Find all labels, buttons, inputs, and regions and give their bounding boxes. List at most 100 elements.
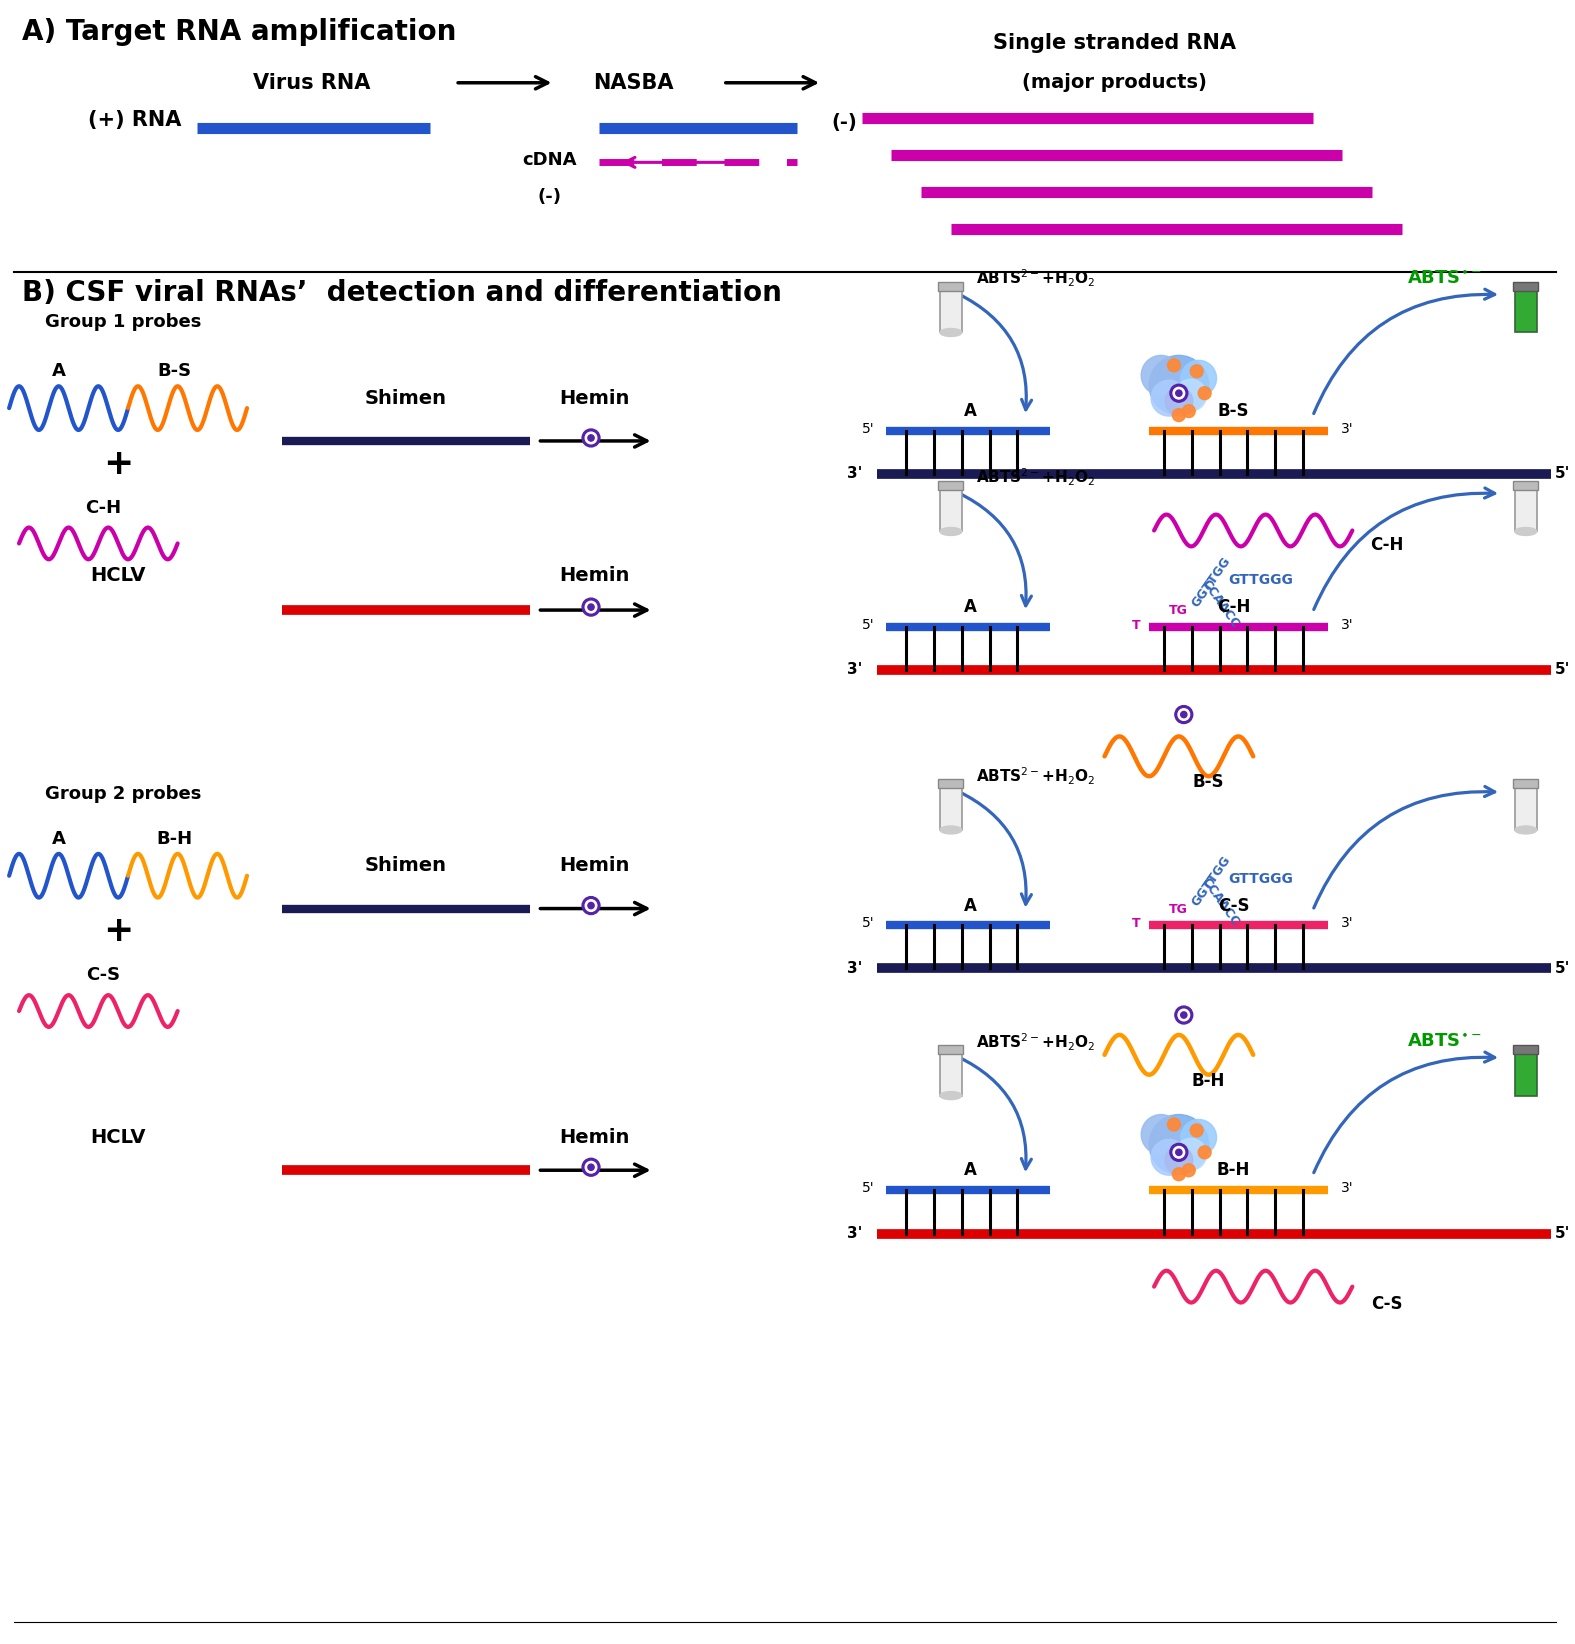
Text: GTTGGG: GTTGGG: [1228, 871, 1293, 886]
Bar: [1514, 779, 1539, 787]
Text: GTTGGG: GTTGGG: [1228, 574, 1293, 587]
Circle shape: [1166, 388, 1192, 414]
Text: B-S: B-S: [1217, 403, 1249, 421]
Text: A: A: [964, 403, 976, 421]
Circle shape: [1170, 1143, 1188, 1161]
Circle shape: [583, 896, 600, 914]
Circle shape: [1191, 365, 1203, 378]
Text: A: A: [964, 598, 976, 616]
Circle shape: [1151, 380, 1188, 416]
Circle shape: [1150, 355, 1208, 414]
Circle shape: [1175, 380, 1206, 411]
Text: ABTS$^{\bullet-}$: ABTS$^{\bullet-}$: [1406, 1032, 1482, 1051]
Text: ABTS$^{2-}$+H$_2$O$_2$: ABTS$^{2-}$+H$_2$O$_2$: [975, 467, 1095, 488]
Text: B) CSF viral RNAs’  detection and differentiation: B) CSF viral RNAs’ detection and differe…: [22, 279, 781, 307]
Circle shape: [587, 1164, 594, 1171]
Text: 3': 3': [1340, 618, 1353, 631]
Bar: [940, 284, 962, 332]
Text: A: A: [52, 362, 66, 380]
Circle shape: [1175, 1138, 1206, 1171]
Text: ABTS$^{2-}$+H$_2$O$_2$: ABTS$^{2-}$+H$_2$O$_2$: [975, 1031, 1095, 1052]
Text: NASBA: NASBA: [594, 72, 674, 92]
Circle shape: [586, 899, 597, 911]
Circle shape: [1175, 1006, 1192, 1024]
Text: 5': 5': [1555, 663, 1570, 677]
Text: (-): (-): [832, 113, 857, 132]
Text: 3': 3': [847, 960, 863, 977]
Circle shape: [583, 429, 600, 447]
Bar: [940, 1047, 962, 1095]
Text: ABTS$^{\bullet-}$: ABTS$^{\bullet-}$: [1406, 270, 1482, 288]
Circle shape: [587, 903, 594, 909]
Text: Hemin: Hemin: [559, 388, 628, 408]
Text: Hemin: Hemin: [559, 857, 628, 875]
Circle shape: [1172, 409, 1186, 421]
Circle shape: [1199, 386, 1211, 399]
Circle shape: [1178, 1009, 1189, 1021]
Text: T: T: [1132, 618, 1140, 631]
Circle shape: [583, 1159, 600, 1175]
Circle shape: [1150, 1115, 1208, 1174]
Text: TG: TG: [1169, 903, 1188, 916]
Circle shape: [587, 434, 594, 441]
Circle shape: [587, 603, 594, 610]
Text: CCAACC: CCAACC: [1199, 577, 1241, 630]
Circle shape: [586, 602, 597, 613]
Bar: [1515, 1047, 1537, 1095]
Circle shape: [1170, 385, 1188, 403]
Circle shape: [1142, 355, 1181, 395]
Text: 5': 5': [1555, 467, 1570, 482]
Text: 3': 3': [1340, 423, 1353, 436]
Ellipse shape: [940, 329, 962, 337]
Bar: [939, 480, 964, 490]
Ellipse shape: [940, 528, 962, 536]
Text: 3': 3': [847, 467, 863, 482]
Text: B-H: B-H: [1217, 1161, 1251, 1179]
Circle shape: [1181, 360, 1216, 396]
Text: C-S: C-S: [1217, 896, 1249, 914]
Text: 5': 5': [862, 423, 874, 436]
Circle shape: [1167, 1118, 1180, 1131]
Bar: [940, 483, 962, 531]
Circle shape: [1177, 1149, 1181, 1156]
Text: +: +: [102, 447, 134, 480]
Circle shape: [1181, 1120, 1216, 1156]
Text: cDNA: cDNA: [523, 151, 576, 169]
Circle shape: [586, 1161, 597, 1174]
Bar: [1514, 281, 1539, 291]
Text: (major products): (major products): [1022, 74, 1206, 92]
Text: Shimen: Shimen: [365, 857, 447, 875]
Text: GGTTGG: GGTTGG: [1189, 853, 1233, 909]
Text: HCLV: HCLV: [90, 1128, 146, 1148]
Text: B-H: B-H: [1192, 1072, 1225, 1090]
Bar: [1515, 783, 1537, 830]
Circle shape: [1183, 404, 1195, 418]
Text: TG: TG: [1169, 603, 1188, 616]
Text: 3': 3': [847, 1226, 863, 1241]
Text: A: A: [52, 830, 66, 848]
Text: 5': 5': [1555, 960, 1570, 977]
Text: A: A: [964, 896, 976, 914]
Text: 3': 3': [1340, 1180, 1353, 1195]
Ellipse shape: [1515, 528, 1537, 536]
Text: C-S: C-S: [1372, 1294, 1403, 1312]
Text: Group 2 probes: Group 2 probes: [46, 786, 202, 804]
Text: Hemin: Hemin: [559, 1128, 628, 1148]
Circle shape: [583, 598, 600, 616]
Circle shape: [1166, 1146, 1192, 1174]
Text: GGTTGG: GGTTGG: [1189, 556, 1233, 610]
Bar: [939, 1046, 964, 1054]
Circle shape: [1177, 390, 1181, 396]
Text: C-S: C-S: [87, 967, 120, 985]
Text: B-H: B-H: [156, 830, 192, 848]
Circle shape: [1199, 1146, 1211, 1159]
Circle shape: [1172, 1167, 1186, 1180]
Bar: [1515, 483, 1537, 531]
Circle shape: [1183, 1164, 1195, 1177]
Text: ABTS$^{2-}$+H$_2$O$_2$: ABTS$^{2-}$+H$_2$O$_2$: [975, 268, 1095, 289]
Circle shape: [1142, 1115, 1181, 1154]
Circle shape: [1181, 1013, 1188, 1018]
Text: HCLV: HCLV: [90, 566, 146, 585]
Bar: [1514, 1046, 1539, 1054]
Text: A: A: [964, 1161, 976, 1179]
